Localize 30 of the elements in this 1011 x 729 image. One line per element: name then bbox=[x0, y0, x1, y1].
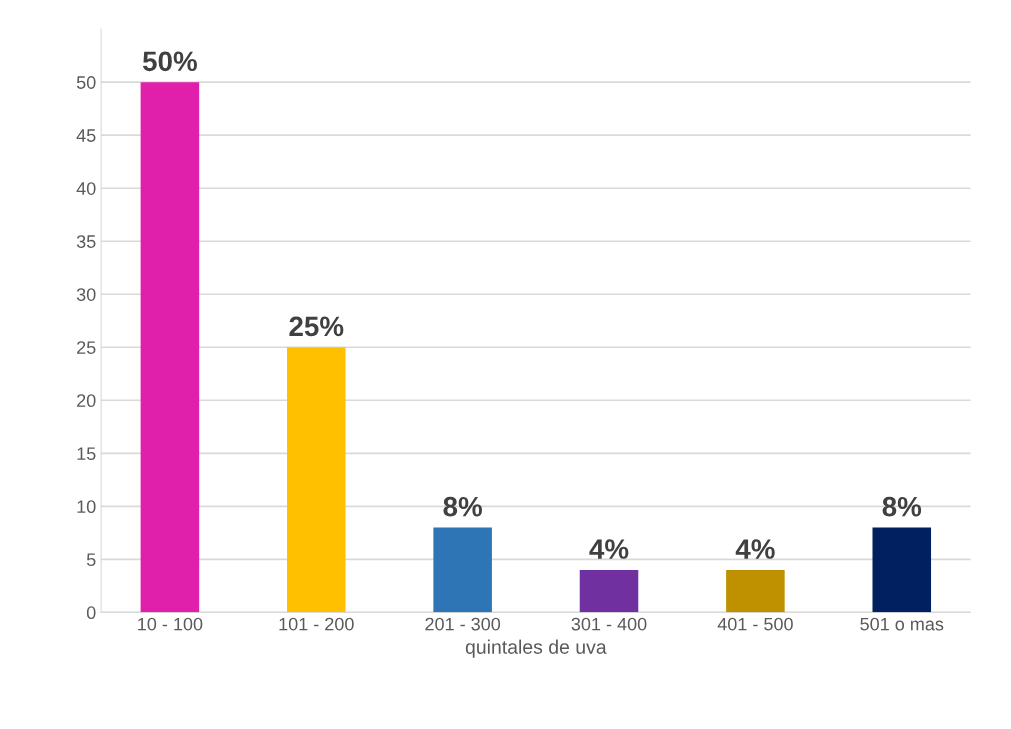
y-tick-label: 30 bbox=[76, 288, 96, 301]
x-tick-label: 10 - 100 bbox=[138, 617, 203, 631]
y-tick-label: 20 bbox=[77, 394, 96, 408]
x-tick-label: 301 - 400 bbox=[571, 617, 647, 631]
x-tick-label: 101 - 200 bbox=[279, 617, 354, 631]
y-tick-label: 0 bbox=[86, 606, 96, 620]
y-tick-label: 10 bbox=[77, 500, 96, 514]
data-label: 4% bbox=[589, 539, 629, 559]
data-label: 50% bbox=[142, 51, 197, 72]
x-axis-title: quintales de uva bbox=[465, 639, 607, 658]
bar bbox=[140, 82, 200, 613]
y-tick-label: 35 bbox=[76, 235, 96, 248]
x-tick-label: 501 o mas bbox=[860, 617, 944, 631]
bar bbox=[726, 569, 785, 613]
y-tick-label: 25 bbox=[77, 341, 96, 354]
data-label: 4% bbox=[735, 539, 775, 559]
bar bbox=[579, 569, 639, 613]
x-tick-label: 201 - 300 bbox=[425, 617, 501, 631]
y-tick-label: 5 bbox=[86, 553, 96, 567]
data-label: 25% bbox=[289, 316, 344, 337]
y-tick-label: 45 bbox=[76, 129, 96, 142]
y-tick-label: 40 bbox=[76, 182, 96, 195]
data-label: 8% bbox=[882, 496, 922, 517]
bar bbox=[433, 527, 492, 613]
bar bbox=[872, 527, 932, 613]
data-label: 8% bbox=[443, 496, 482, 517]
x-tick-label: 401 - 500 bbox=[717, 617, 793, 631]
bar bbox=[286, 347, 346, 613]
y-tick-label: 50 bbox=[76, 76, 96, 89]
y-tick-label: 15 bbox=[77, 447, 96, 461]
